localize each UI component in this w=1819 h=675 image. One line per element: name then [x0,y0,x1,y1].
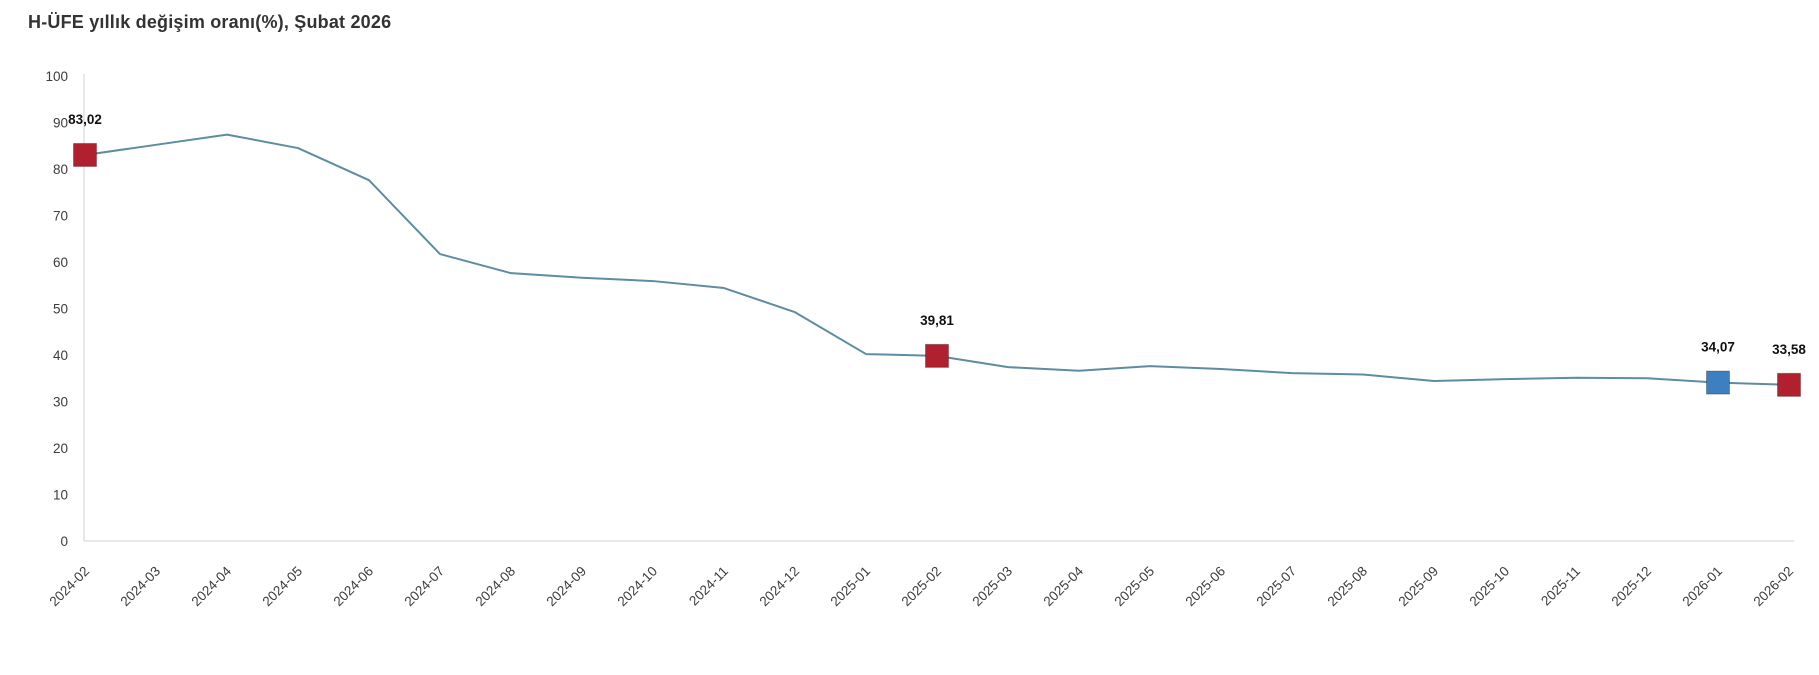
y-axis-tick-label: 90 [53,116,68,131]
x-axis-tick-label: 2024-03 [117,564,163,610]
x-axis-tick-label: 2025-12 [1608,564,1654,610]
x-axis-tick-label: 2025-08 [1324,564,1370,610]
data-point-marker [1777,372,1801,397]
x-axis-tick-label: 2025-07 [1253,564,1299,610]
x-axis-tick-label: 2025-11 [1538,564,1583,609]
x-axis-tick-label: 2025-04 [1040,563,1086,609]
x-axis-tick-label: 2025-05 [1111,564,1157,610]
x-axis-tick-label: 2025-10 [1466,564,1512,610]
data-point-label: 34,07 [1701,340,1735,355]
y-axis-tick-label: 70 [53,209,68,224]
x-axis-tick-label: 2024-04 [188,563,234,609]
x-axis-tick-label: 2025-09 [1395,564,1441,610]
y-axis-tick-label: 40 [53,348,68,363]
x-axis-tick-label: 2024-05 [259,564,305,610]
x-axis-tick-label: 2024-10 [614,564,660,610]
x-axis-tick-label: 2024-12 [756,564,802,610]
y-axis-tick-label: 20 [53,441,68,456]
data-point-marker [925,343,949,368]
x-axis-tick-label: 2025-03 [969,564,1015,610]
data-point-marker [73,142,97,167]
y-axis-tick-label: 50 [53,302,68,317]
data-point-label: 33,58 [1772,342,1806,357]
x-axis-tick-label: 2025-06 [1182,564,1228,610]
x-axis-tick-label: 2024-06 [330,564,376,610]
x-axis-tick-label: 2024-02 [46,564,92,610]
data-point-marker [1706,370,1730,395]
x-axis-tick-label: 2024-11 [686,564,731,609]
x-axis-tick-label: 2026-02 [1750,564,1796,610]
y-axis-tick-label: 30 [53,395,68,410]
chart-title: H-ÜFE yıllık değişim oranı(%), Şubat 202… [28,12,392,32]
data-point-label: 83,02 [68,112,102,127]
x-axis-tick-label: 2024-08 [472,564,518,610]
x-axis-tick-label: 2025-02 [898,564,944,610]
y-axis-tick-label: 80 [53,162,68,177]
x-axis-tick-label: 2024-07 [401,564,447,610]
x-axis-tick-label: 2026-01 [1679,564,1725,610]
x-axis-tick-label: 2025-01 [827,564,873,610]
y-axis-tick-label: 60 [53,255,68,270]
data-point-label: 39,81 [920,313,954,328]
y-axis-tick-label: 100 [45,69,68,84]
x-axis-tick-label: 2024-09 [543,564,589,610]
y-axis-tick-label: 0 [60,534,68,549]
y-axis-tick-label: 10 [53,488,68,503]
